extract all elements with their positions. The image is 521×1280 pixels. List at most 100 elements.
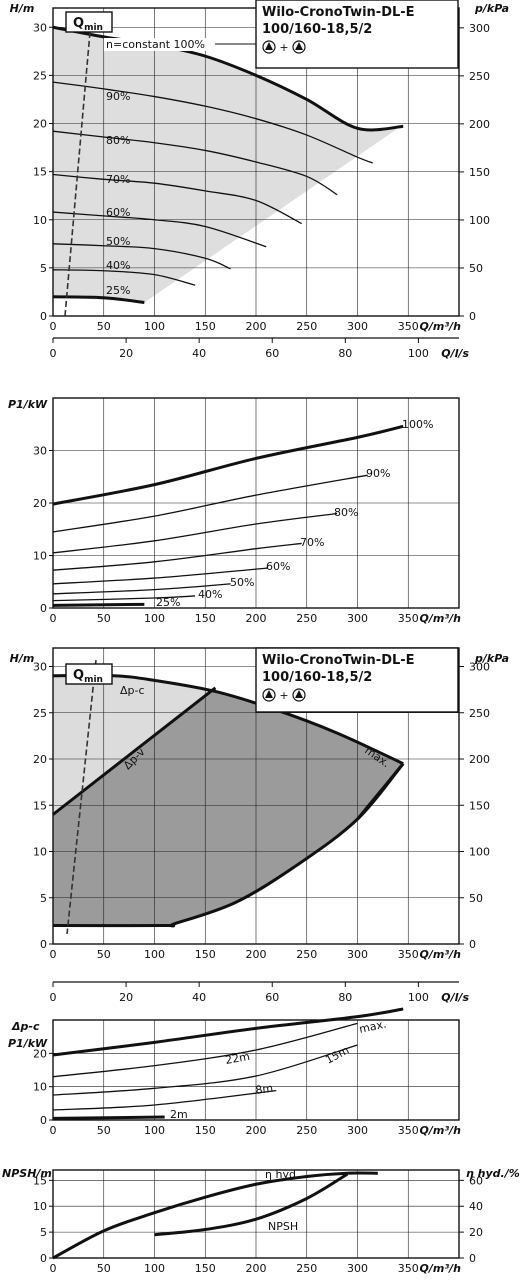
- y-tick-label: 0: [40, 602, 47, 615]
- x-tick-label: 350: [398, 1124, 419, 1137]
- plot-frame: [52, 1019, 460, 1121]
- x-tick-label: 100: [144, 1262, 165, 1275]
- curve-label: 60%: [106, 206, 130, 219]
- pump-triangle-icon: [265, 42, 273, 50]
- x-tick-label: 0: [50, 948, 57, 961]
- x2-tick-label: 40: [192, 991, 206, 1004]
- x2-tick-label: 40: [192, 347, 206, 360]
- power-curve: [52, 1090, 277, 1111]
- power-curve: [52, 1007, 404, 1057]
- curve-label-bg: [104, 38, 218, 51]
- x-tick-label: 200: [246, 320, 267, 333]
- x-tick-label: 150: [195, 612, 216, 625]
- y2-tick-label: 250: [469, 70, 490, 83]
- x-axis-label: Q/m³/h: [420, 612, 462, 625]
- x2-tick-label: 20: [119, 347, 133, 360]
- power-curve-label: 50%: [230, 576, 254, 589]
- curve-label: 90%: [106, 90, 130, 103]
- y-tick-label: 10: [33, 214, 47, 227]
- plot-frame: [52, 1169, 460, 1259]
- x-tick-label: 200: [246, 1262, 267, 1275]
- chart-subtitle: 100/160-18,5/2: [262, 22, 372, 37]
- power-curve: [52, 424, 404, 506]
- x-tick-label: 50: [97, 1262, 111, 1275]
- x-tick-label: 150: [195, 1124, 216, 1137]
- power-curve-label: 25%: [156, 596, 180, 609]
- y-tick-label: 10: [33, 1081, 47, 1094]
- chart-title: Wilo-CronoTwin-DL-E: [262, 653, 415, 668]
- pump-plus-sign: +: [279, 41, 288, 54]
- power-curve-label: 40%: [198, 588, 222, 601]
- power-curve-label: 70%: [300, 536, 324, 549]
- x-tick-label: 0: [50, 612, 57, 625]
- power-curve-label: 80%: [334, 506, 358, 519]
- power-curve: [52, 602, 145, 607]
- curve-label-max: max.: [358, 1018, 388, 1036]
- eta-curve: [52, 1171, 378, 1260]
- x-tick-label: 350: [398, 948, 419, 961]
- x-tick-label: 250: [296, 320, 317, 333]
- y2-tick-label: 100: [469, 214, 490, 227]
- x2-tick-label: 60: [265, 991, 279, 1004]
- x-tick-label: 300: [347, 1262, 368, 1275]
- curve-25: [52, 295, 145, 305]
- y2-tick-label: 200: [469, 118, 490, 131]
- pump-triangle-icon: [295, 42, 303, 50]
- qmin-label: Qmin: [73, 668, 103, 685]
- y-tick-label: 0: [40, 310, 47, 323]
- y2-tick-label: 250: [469, 707, 490, 720]
- x2-tick-label: 60: [265, 347, 279, 360]
- curve-label: 80%: [106, 134, 130, 147]
- y-tick-label: 30: [33, 661, 47, 674]
- power-curve: [52, 542, 302, 571]
- y2-tick-label: 0: [469, 1252, 476, 1265]
- power-curve: [52, 583, 231, 595]
- x2-tick-label: 100: [408, 347, 429, 360]
- power-chart-2: 0 50 100 150 200 250 300 350 0 10 20 Q/m³/h max. 22m 1…: [8, 1007, 462, 1137]
- curve-50: [52, 243, 231, 270]
- qmin-box: [65, 663, 113, 685]
- pump-triangle-icon: [265, 690, 273, 698]
- qmin-label: Qmin: [73, 16, 103, 33]
- y-tick-label: 0: [40, 1114, 47, 1127]
- x-tick-label: 200: [246, 1124, 267, 1137]
- power-chart-1: 0 50 100 150 200 250 300 350 0 10 20 30 Q/m³/h 100% 90…: [8, 397, 462, 625]
- curve-nconstant100: [52, 25, 404, 132]
- x-tick-label: 50: [97, 612, 111, 625]
- x-tick-label: 50: [97, 948, 111, 961]
- curve-label: 50%: [106, 235, 130, 248]
- x2-axis-label: Q/l/s: [441, 991, 469, 1004]
- power-curve-label: 90%: [366, 467, 390, 480]
- curve-70: [52, 173, 302, 225]
- y2-tick-label: 100: [469, 846, 490, 859]
- power-curve: [52, 512, 338, 554]
- y-tick-label: 15: [33, 1174, 47, 1187]
- x-tick-label: 100: [144, 612, 165, 625]
- chart-title: Wilo-CronoTwin-DL-E: [262, 5, 415, 20]
- x-tick-label: 0: [50, 1262, 57, 1275]
- operating-region: [53, 27, 404, 303]
- x-tick-label: 150: [195, 320, 216, 333]
- y-tick-label: 10: [33, 550, 47, 563]
- x-tick-label: 200: [246, 612, 267, 625]
- curve-label: 70%: [106, 173, 130, 186]
- y2-tick-label: 0: [469, 310, 476, 323]
- curve-60: [52, 211, 267, 248]
- x-axis-label: Q/m³/h: [420, 1124, 462, 1137]
- y-tick-label: 25: [33, 69, 47, 82]
- x2-axis-label: Q/l/s: [441, 347, 469, 360]
- y-tick-label: 30: [33, 21, 47, 34]
- max-curve: [52, 673, 404, 765]
- x-tick-label: 100: [144, 948, 165, 961]
- curve-label-2m: 2m: [170, 1108, 188, 1121]
- y-tick-label: 20: [33, 753, 47, 766]
- x2-tick-label: 20: [119, 991, 133, 1004]
- power-curve: [52, 567, 269, 585]
- x-tick-label: 250: [296, 948, 317, 961]
- y2-axis-label: η hyd./%: [466, 1167, 520, 1180]
- x-tick-label: 50: [97, 1124, 111, 1137]
- x-tick-label: 250: [296, 612, 317, 625]
